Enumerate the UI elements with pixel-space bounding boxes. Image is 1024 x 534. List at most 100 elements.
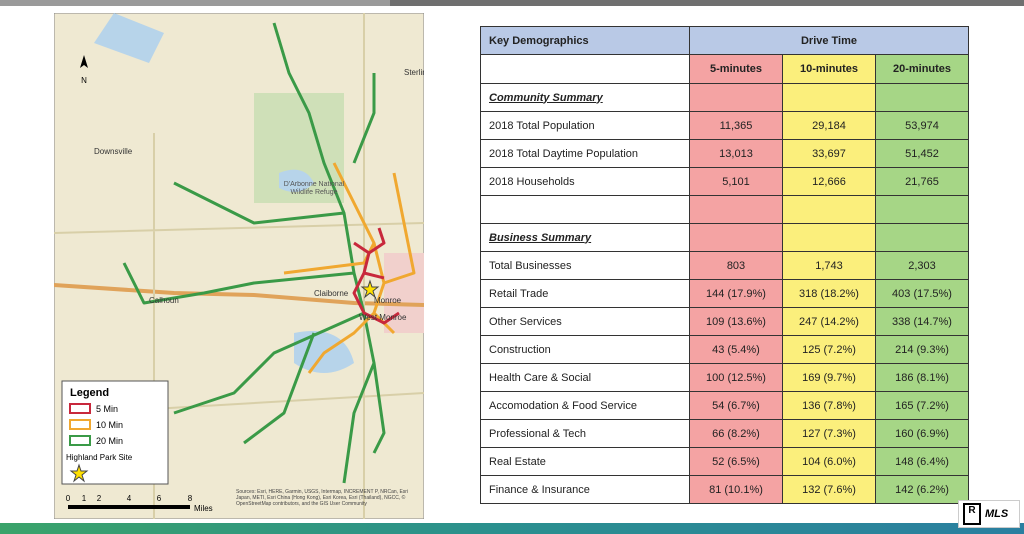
legend-item: 10 Min (96, 420, 123, 430)
legend-swatch (69, 419, 91, 430)
value-cell: 165 (7.2%) (875, 391, 969, 420)
value-cell: 125 (7.2%) (782, 335, 876, 364)
value-cell: 104 (6.0%) (782, 447, 876, 476)
value-cell: 247 (14.2%) (782, 307, 876, 336)
10-min-network (283, 162, 416, 374)
place-label: Downsville (94, 147, 133, 156)
blank-cell (782, 195, 876, 224)
value-cell: 132 (7.6%) (782, 475, 876, 504)
table-row: Health Care & Social 100 (12.5%) 169 (9.7%… (480, 363, 969, 392)
blank-cell (480, 54, 690, 84)
table-row: Real Estate 52 (6.5%) 104 (6.0%) 148 (6.4%) (480, 447, 969, 476)
row-label: Accomodation & Food Service (480, 391, 690, 420)
roads (54, 13, 424, 519)
value-cell: 81 (10.1%) (689, 475, 783, 504)
map: N Downsville Calhoun Claiborne Monroe We… (54, 13, 424, 519)
legend-star (69, 463, 89, 483)
row-label: Finance & Insurance (480, 475, 690, 504)
column-header: 5-minutes (689, 54, 783, 84)
blank-cell (689, 195, 783, 224)
table-row: Retail Trade 144 (17.9%) 318 (18.2%) 403 (1… (480, 279, 969, 308)
value-cell: 43 (5.4%) (689, 335, 783, 364)
place-label: West Monroe (359, 313, 407, 322)
value-cell: 144 (17.9%) (689, 279, 783, 308)
value-cell: 52 (6.5%) (689, 447, 783, 476)
scale-label: 0 (66, 494, 71, 503)
refuge-label-box: D'Arbonne National Wildlife Refuge (284, 181, 344, 196)
bottom-bar (0, 523, 1024, 534)
value-cell: 160 (6.9%) (875, 419, 969, 448)
place-label: Calhoun (149, 296, 179, 305)
value-cell: 318 (18.2%) (782, 279, 876, 308)
legend-swatch (69, 403, 91, 414)
table-row: 2018 Households 5,101 12,666 21,765 (480, 167, 969, 196)
scale-label: 2 (97, 494, 102, 503)
table-row: 5-minutes 10-minutes 20-minutes (480, 54, 969, 84)
legend-item: 20 Min (96, 436, 123, 446)
row-label: Professional & Tech (480, 419, 690, 448)
table-row: 2018 Total Daytime Population 13,013 33,69… (480, 139, 969, 168)
value-cell: 186 (8.1%) (875, 363, 969, 392)
logo-text: MLS (985, 508, 1009, 520)
value-cell: 66 (8.2%) (689, 419, 783, 448)
sources-box: Sources: Esri, HERE, Garmin, USGS, Inter… (236, 489, 409, 507)
north-label: N (81, 76, 87, 85)
value-cell: 54 (6.7%) (689, 391, 783, 420)
table-title: Key Demographics (480, 26, 690, 55)
value-cell: 100 (12.5%) (689, 363, 783, 392)
row-label: Retail Trade (480, 279, 690, 308)
scale-unit: Miles (194, 504, 213, 513)
table-row: Total Businesses 803 1,743 2,303 (480, 251, 969, 280)
row-label: 2018 Total Population (480, 111, 690, 140)
blank-cell (875, 83, 969, 112)
section-title: Community Summary (480, 83, 690, 112)
table-row: Business Summary (480, 223, 969, 252)
lake (94, 13, 164, 63)
value-cell: 51,452 (875, 139, 969, 168)
value-cell: 127 (7.3%) (782, 419, 876, 448)
logo-mark: R (963, 503, 981, 525)
value-cell: 29,184 (782, 111, 876, 140)
value-cell: 13,013 (689, 139, 783, 168)
row-label: 2018 Households (480, 167, 690, 196)
value-cell: 169 (9.7%) (782, 363, 876, 392)
value-cell: 53,974 (875, 111, 969, 140)
logo: R MLS (958, 500, 1020, 528)
legend-swatch (69, 435, 91, 446)
value-cell: 136 (7.8%) (782, 391, 876, 420)
place-label: Sterlin (404, 68, 424, 77)
value-cell: 109 (13.6%) (689, 307, 783, 336)
legend-title: Legend (70, 387, 109, 399)
sources: Sources: Esri, HERE, Garmin, USGS, Inter… (236, 489, 409, 507)
blank-cell (875, 223, 969, 252)
value-cell: 11,365 (689, 111, 783, 140)
value-cell: 214 (9.3%) (875, 335, 969, 364)
row-label: 2018 Total Daytime Population (480, 139, 690, 168)
table-row: Accomodation & Food Service 54 (6.7%) 136 … (480, 391, 969, 420)
legend-item: Highland Park Site (66, 453, 133, 462)
place-label: Monroe (374, 296, 402, 305)
section-title: Business Summary (480, 223, 690, 252)
row-label: Construction (480, 335, 690, 364)
table-row: Key Demographics Drive Time (480, 26, 969, 55)
table-row: Other Services 109 (13.6%) 247 (14.2%) 338 … (480, 307, 969, 336)
table-row: Finance & Insurance 81 (10.1%) 132 (7.6%) 1… (480, 475, 969, 504)
20-min-network (122, 22, 386, 484)
column-header: 20-minutes (875, 54, 969, 84)
blank-cell (689, 223, 783, 252)
water (279, 169, 354, 373)
value-cell: 33,697 (782, 139, 876, 168)
row-label: Total Businesses (480, 251, 690, 280)
value-cell: 21,765 (875, 167, 969, 196)
table-row (480, 195, 969, 224)
blank-cell (782, 223, 876, 252)
blank-cell (875, 195, 969, 224)
scale-label: 4 (127, 494, 132, 503)
table-row: 2018 Total Population 11,365 29,184 53,974 (480, 111, 969, 140)
row-label: Other Services (480, 307, 690, 336)
column-header: 10-minutes (782, 54, 876, 84)
top-bar-dark (390, 0, 1024, 6)
table-row: Professional & Tech 66 (8.2%) 127 (7.3%) 16… (480, 419, 969, 448)
north-arrow (80, 55, 88, 68)
